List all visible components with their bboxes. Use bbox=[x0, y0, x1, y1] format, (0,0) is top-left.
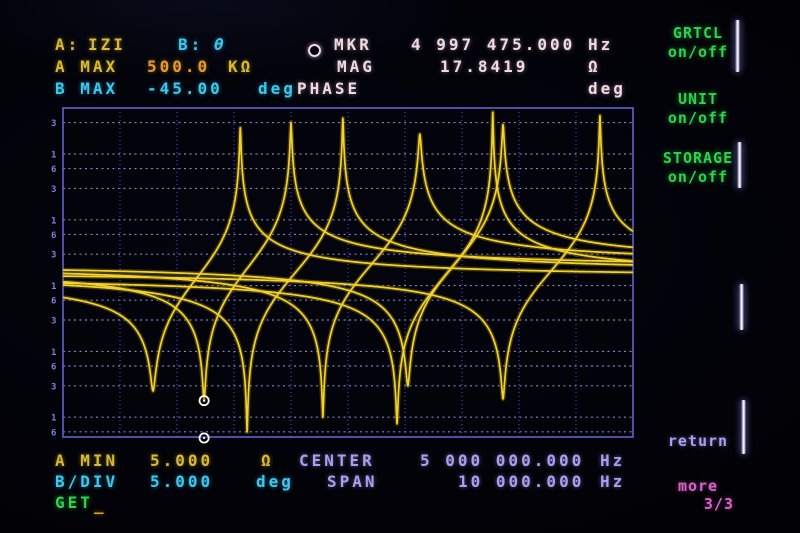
svg-text:1: 1 bbox=[51, 282, 56, 292]
softkey-bezel-mark-4 bbox=[741, 400, 746, 454]
marker-phase-unit: deg bbox=[588, 79, 626, 98]
trace-sweep-7 bbox=[62, 114, 634, 400]
svg-text:6: 6 bbox=[51, 428, 56, 438]
b-max-label: B MAX bbox=[55, 79, 119, 98]
softkey-more[interactable]: more bbox=[677, 477, 719, 495]
prompt-cursor: _ bbox=[94, 495, 107, 514]
marker-mag-unit: Ω bbox=[588, 57, 601, 76]
command-prompt[interactable]: GET bbox=[55, 493, 93, 512]
a-max-label: A MAX bbox=[55, 57, 119, 76]
softkey-unit[interactable]: UNIT bbox=[677, 90, 719, 108]
softkey-bezel-mark-3 bbox=[739, 284, 744, 330]
a-max-value: 500.0 bbox=[147, 57, 211, 76]
channel-a-label: A: bbox=[55, 35, 81, 54]
channel-b-param: θ bbox=[214, 35, 227, 54]
softkey-grtcl-onoff[interactable]: on/off bbox=[667, 43, 729, 61]
span-value: 10 000.000 bbox=[458, 472, 585, 491]
b-max-value: -45.00 bbox=[147, 79, 223, 98]
b-div-label: B/DIV bbox=[55, 472, 119, 491]
svg-text:1: 1 bbox=[51, 216, 56, 226]
marker-frequency: 4 997 475.000 bbox=[411, 35, 576, 54]
trace-sweep-2 bbox=[62, 121, 634, 402]
b-div-value: 5.000 bbox=[150, 472, 214, 491]
a-min-value: 5.000 bbox=[150, 451, 214, 470]
trace-sweep-1 bbox=[62, 126, 634, 392]
svg-text:3: 3 bbox=[51, 119, 56, 129]
marker-mag-label: MAG bbox=[337, 57, 375, 76]
span-label: SPAN bbox=[327, 472, 378, 491]
a-max-unit: KΩ bbox=[228, 57, 254, 76]
b-div-unit: deg bbox=[256, 472, 294, 491]
trace-sweep-5 bbox=[62, 111, 634, 425]
svg-text:3: 3 bbox=[51, 185, 56, 195]
svg-text:6: 6 bbox=[51, 297, 56, 307]
softkey-unit-onoff[interactable]: on/off bbox=[667, 109, 729, 127]
svg-text:3: 3 bbox=[51, 251, 56, 261]
svg-text:1: 1 bbox=[51, 348, 56, 358]
svg-text:3: 3 bbox=[51, 317, 56, 327]
svg-text:3: 3 bbox=[51, 382, 56, 392]
trace-sweep-6 bbox=[62, 123, 634, 387]
softkey-bezel-mark-2 bbox=[737, 142, 742, 188]
marker-a-icon bbox=[198, 395, 210, 407]
svg-text:1: 1 bbox=[51, 151, 56, 161]
span-unit: Hz bbox=[600, 472, 626, 491]
marker-icon bbox=[308, 44, 321, 57]
channel-a-param: IZI bbox=[88, 35, 126, 54]
a-min-unit: Ω bbox=[261, 451, 274, 470]
softkey-more-page[interactable]: 3/3 bbox=[703, 495, 734, 513]
impedance-traces bbox=[62, 111, 634, 433]
svg-text:6: 6 bbox=[51, 363, 56, 373]
softkey-storage-onoff[interactable]: on/off bbox=[667, 168, 729, 186]
center-label: CENTER bbox=[299, 451, 375, 470]
svg-text:6: 6 bbox=[51, 231, 56, 241]
marker-frequency-unit: Hz bbox=[588, 35, 614, 54]
marker-label: MKR bbox=[334, 35, 372, 54]
center-unit: Hz bbox=[600, 451, 626, 470]
softkey-grtcl[interactable]: GRTCL bbox=[672, 24, 724, 42]
a-min-label: A MIN bbox=[55, 451, 119, 470]
marker-b-icon bbox=[198, 432, 210, 444]
channel-b-label: B: bbox=[178, 35, 204, 54]
b-max-unit: deg bbox=[258, 79, 296, 98]
softkey-storage[interactable]: STORAGE bbox=[662, 149, 734, 167]
softkey-bezel-mark-1 bbox=[735, 20, 740, 72]
marker-mag-value: 17.8419 bbox=[440, 57, 529, 76]
softkey-return[interactable]: return bbox=[667, 432, 729, 450]
trace-sweep-3 bbox=[62, 117, 634, 433]
marker-phase-label: PHASE bbox=[297, 79, 361, 98]
svg-text:6: 6 bbox=[51, 165, 56, 175]
center-value: 5 000 000.000 bbox=[420, 451, 585, 470]
svg-text:1: 1 bbox=[51, 414, 56, 424]
